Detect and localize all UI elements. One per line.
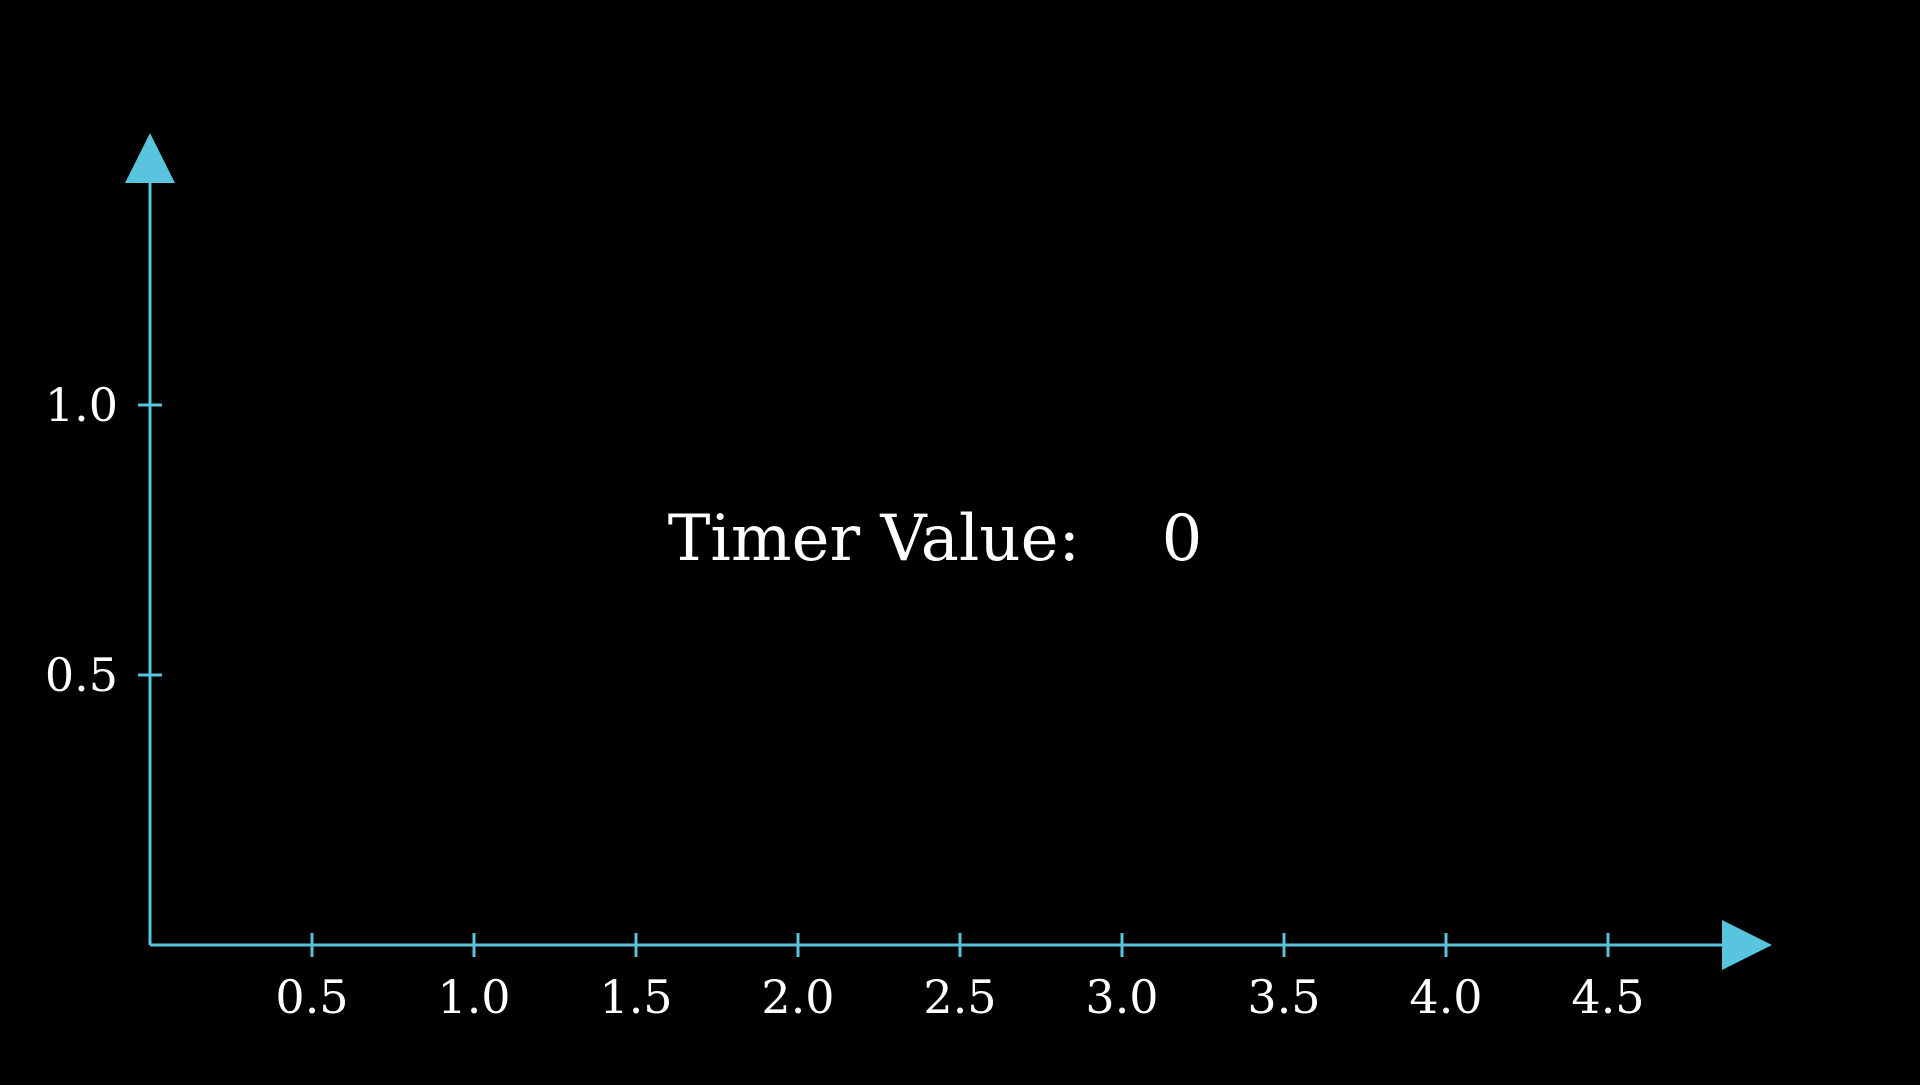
- timer-value-number: 0: [1162, 502, 1203, 576]
- x-tick-label: 3.0: [1085, 970, 1158, 1024]
- tick-labels: 0.5 1.0 1.5 2.0 2.5 3.0 3.5 4.0 4.5 0.5 1.0: [45, 378, 1645, 1024]
- timer-value-label: Timer Value:: [668, 502, 1080, 576]
- x-tick-label: 2.5: [923, 970, 996, 1024]
- y-tick-label: 1.0: [45, 378, 118, 432]
- x-tick-label: 2.0: [761, 970, 834, 1024]
- x-tick-label: 1.0: [437, 970, 510, 1024]
- x-axis-arrow-icon: [1722, 920, 1772, 970]
- x-tick-label: 4.0: [1409, 970, 1482, 1024]
- x-tick-label: 3.5: [1247, 970, 1320, 1024]
- y-tick-label: 0.5: [45, 648, 118, 702]
- tick-marks: [138, 403, 1610, 957]
- axes: [125, 133, 1772, 970]
- x-tick-label: 4.5: [1571, 970, 1644, 1024]
- x-tick-label: 0.5: [275, 970, 348, 1024]
- x-tick-label: 1.5: [599, 970, 672, 1024]
- y-axis-arrow-icon: [125, 133, 175, 183]
